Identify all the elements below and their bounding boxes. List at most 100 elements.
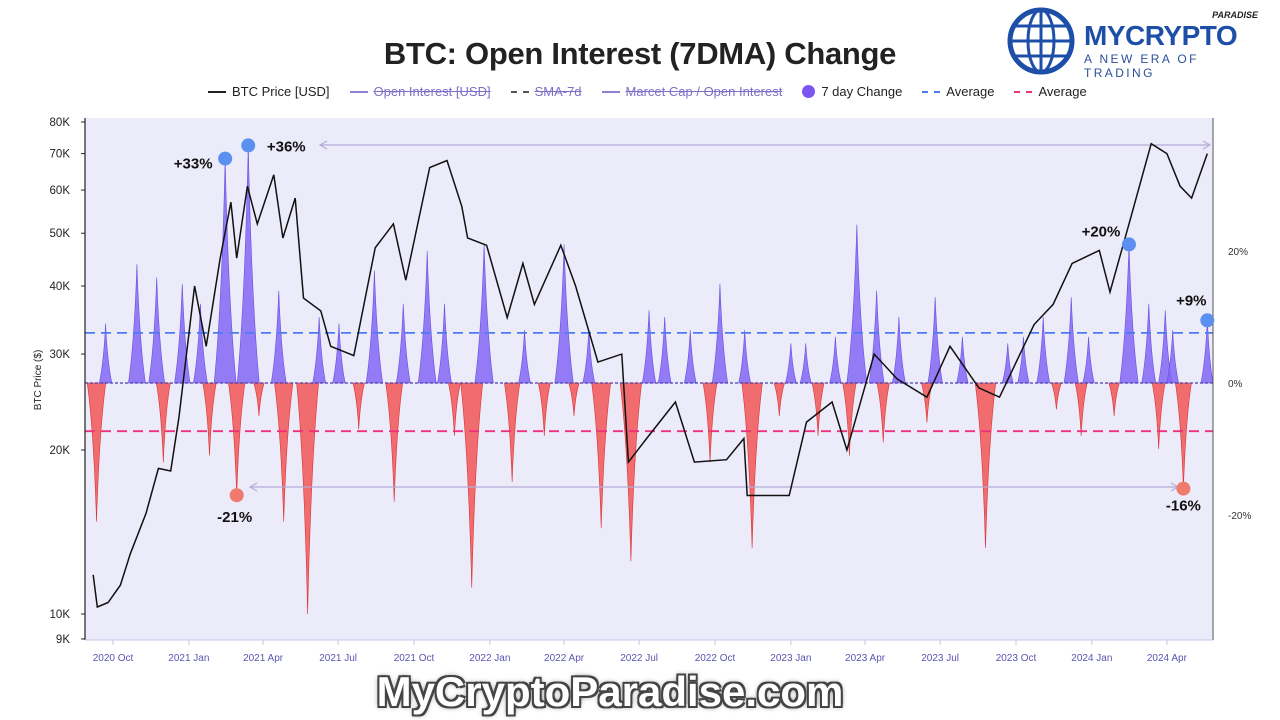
oi-change-positive-spike — [956, 336, 969, 384]
legend-item-average-blue[interactable]: Average — [922, 84, 994, 99]
legend-item-open-interest[interactable]: Open Interest [USD] — [349, 84, 491, 99]
annotation-label: +9% — [1176, 292, 1206, 309]
y-tick-label: 10K — [50, 609, 71, 621]
oi-change-positive-spike — [128, 264, 146, 384]
y2-tick-label: -20% — [1228, 511, 1251, 522]
oi-change-negative-spike — [296, 382, 319, 615]
oi-change-positive-spike — [784, 343, 797, 384]
annotation-label: +36% — [267, 138, 306, 155]
oi-change-negative-spike — [448, 382, 461, 436]
oi-change-positive-spike — [1082, 336, 1095, 384]
legend-swatch-purple — [601, 90, 620, 93]
legend: BTC Price [USD] Open Interest [USD] SMA-… — [208, 84, 1087, 99]
oi-change-positive-spike — [437, 303, 452, 384]
annotation-dot — [1121, 237, 1136, 252]
oi-change-negative-spike — [274, 382, 294, 522]
oi-change-positive-spike — [148, 277, 166, 384]
oi-change-positive-spike — [738, 330, 752, 384]
x-tick-label: 2021 Jul — [319, 653, 357, 664]
range-arrow-top-head-right — [1202, 140, 1212, 150]
legend-swatch-blue-dashed — [922, 90, 941, 93]
x-tick-label: 2022 Jan — [469, 653, 510, 664]
legend-dot-icon — [802, 85, 816, 98]
y-tick-label: 30K — [50, 349, 71, 361]
x-tick-label: 2022 Apr — [544, 653, 585, 664]
oi-change-positive-spike — [1017, 336, 1030, 384]
oi-change-positive-spike — [846, 224, 868, 384]
oi-change-negative-spike — [537, 382, 551, 436]
legend-label: Average — [946, 84, 995, 99]
oi-change-negative-spike — [86, 382, 107, 522]
logo-brand: MYCRYPTO — [1084, 20, 1238, 51]
x-tick-label: 2024 Apr — [1147, 653, 1188, 664]
range-arrow-bottom-head-left — [248, 482, 258, 492]
legend-label: BTC Price [USD] — [232, 84, 330, 99]
oi-change-positive-spike — [365, 270, 384, 384]
oi-change-negative-spike — [460, 382, 484, 588]
legend-label: SMA-7d — [534, 84, 582, 99]
oi-change-positive-spike — [892, 316, 906, 384]
oi-change-positive-spike — [270, 290, 287, 384]
legend-label: Average — [1038, 84, 1087, 99]
oi-change-positive-spike — [518, 330, 531, 384]
oi-change-negative-spike — [1074, 382, 1088, 436]
logo-tagline: A NEW ERA OF TRADING — [1084, 52, 1199, 80]
legend-item-btc-price[interactable]: BTC Price [USD] — [208, 84, 330, 99]
oi-change-negative-spike — [155, 382, 171, 463]
oi-change-negative-spike — [1050, 382, 1062, 410]
y-tick-label: 40K — [50, 281, 71, 293]
oi-change-negative-spike — [702, 382, 718, 463]
oi-change-negative-spike — [811, 382, 825, 436]
annotation-dot — [241, 138, 256, 153]
oi-change-negative-spike — [253, 382, 265, 417]
x-tick-label: 2020 Oct — [93, 653, 134, 664]
oi-change-positive-spike — [829, 336, 842, 384]
oi-change-positive-spike — [799, 343, 812, 384]
oi-change-positive-spike — [657, 316, 672, 384]
oi-change-negative-spike — [876, 382, 890, 443]
legend-item-mcap-oi[interactable]: Marcet Cap / Open Interest — [601, 84, 782, 99]
x-tick-label: 2022 Jul — [620, 653, 658, 664]
oi-change-positive-spike — [395, 303, 411, 384]
oi-change-positive-spike — [554, 244, 574, 384]
oi-change-negative-spike — [1108, 382, 1120, 417]
x-tick-label: 2022 Oct — [695, 653, 736, 664]
oi-change-positive-spike — [98, 323, 113, 384]
annotation-label: +33% — [174, 156, 213, 173]
oi-change-positive-spike — [332, 323, 346, 384]
oi-change-positive-spike — [683, 330, 697, 384]
oi-change-negative-spike — [385, 382, 404, 502]
oi-change-negative-spike — [202, 382, 217, 456]
oi-change-positive-spike — [1141, 303, 1157, 384]
annotation-dot — [218, 151, 233, 166]
legend-item-7day-change[interactable]: 7 day Change — [802, 84, 902, 99]
x-tick-label: 2023 Jan — [770, 653, 811, 664]
logo: PARADISE MYCRYPTO A NEW ERA OF TRADING — [1006, 6, 1268, 80]
annotation-label: -21% — [217, 509, 252, 526]
oi-change-negative-spike — [773, 382, 785, 417]
legend-swatch-dashed — [510, 90, 529, 93]
legend-item-average-pink[interactable]: Average — [1014, 84, 1087, 99]
x-tick-label: 2024 Jan — [1071, 653, 1112, 664]
globe-icon — [1007, 7, 1075, 75]
chart-title: BTC: Open Interest (7DMA) Change — [383, 36, 897, 71]
annotation-dot — [1200, 313, 1215, 328]
legend-label: Open Interest [USD] — [373, 84, 491, 99]
y2-tick-label: 20% — [1228, 247, 1248, 258]
oi-change-negative-spike — [842, 382, 857, 456]
x-tick-label: 2021 Oct — [394, 653, 435, 664]
y2-tick-label: 0% — [1228, 379, 1243, 390]
oi-change-negative-spike — [974, 382, 997, 549]
oi-change-negative-spike — [1151, 382, 1166, 450]
y-tick-label: 80K — [50, 117, 71, 129]
legend-item-sma[interactable]: SMA-7d — [510, 84, 582, 99]
y-tick-label: 9K — [56, 634, 70, 646]
oi-change-negative-spike — [568, 382, 580, 417]
annotation-label: +20% — [1082, 223, 1121, 240]
x-tick-label: 2021 Apr — [243, 653, 284, 664]
y-tick-label: 70K — [50, 149, 71, 161]
oi-change-positive-spike — [711, 283, 729, 384]
oi-change-positive-spike — [1166, 330, 1180, 384]
oi-change-negative-spike — [504, 382, 521, 483]
annotation-dot — [1176, 481, 1191, 496]
